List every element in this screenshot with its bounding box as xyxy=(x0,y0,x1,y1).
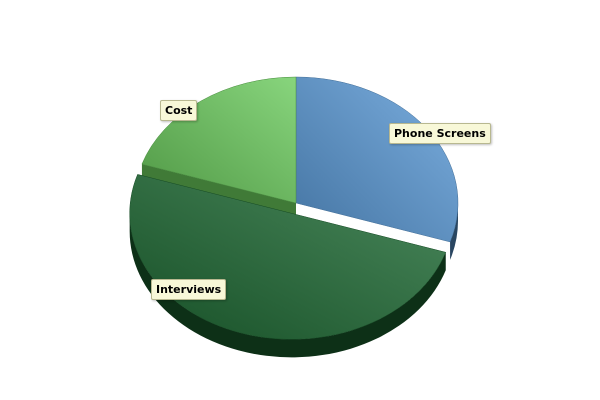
pie-slice-phone-screens xyxy=(295,76,459,243)
slice-label-cost: Cost xyxy=(160,100,198,121)
pie-slice-cost xyxy=(141,76,297,204)
slice-label-phone-screens: Phone Screens xyxy=(389,123,491,144)
slice-label-interviews: Interviews xyxy=(151,279,227,300)
